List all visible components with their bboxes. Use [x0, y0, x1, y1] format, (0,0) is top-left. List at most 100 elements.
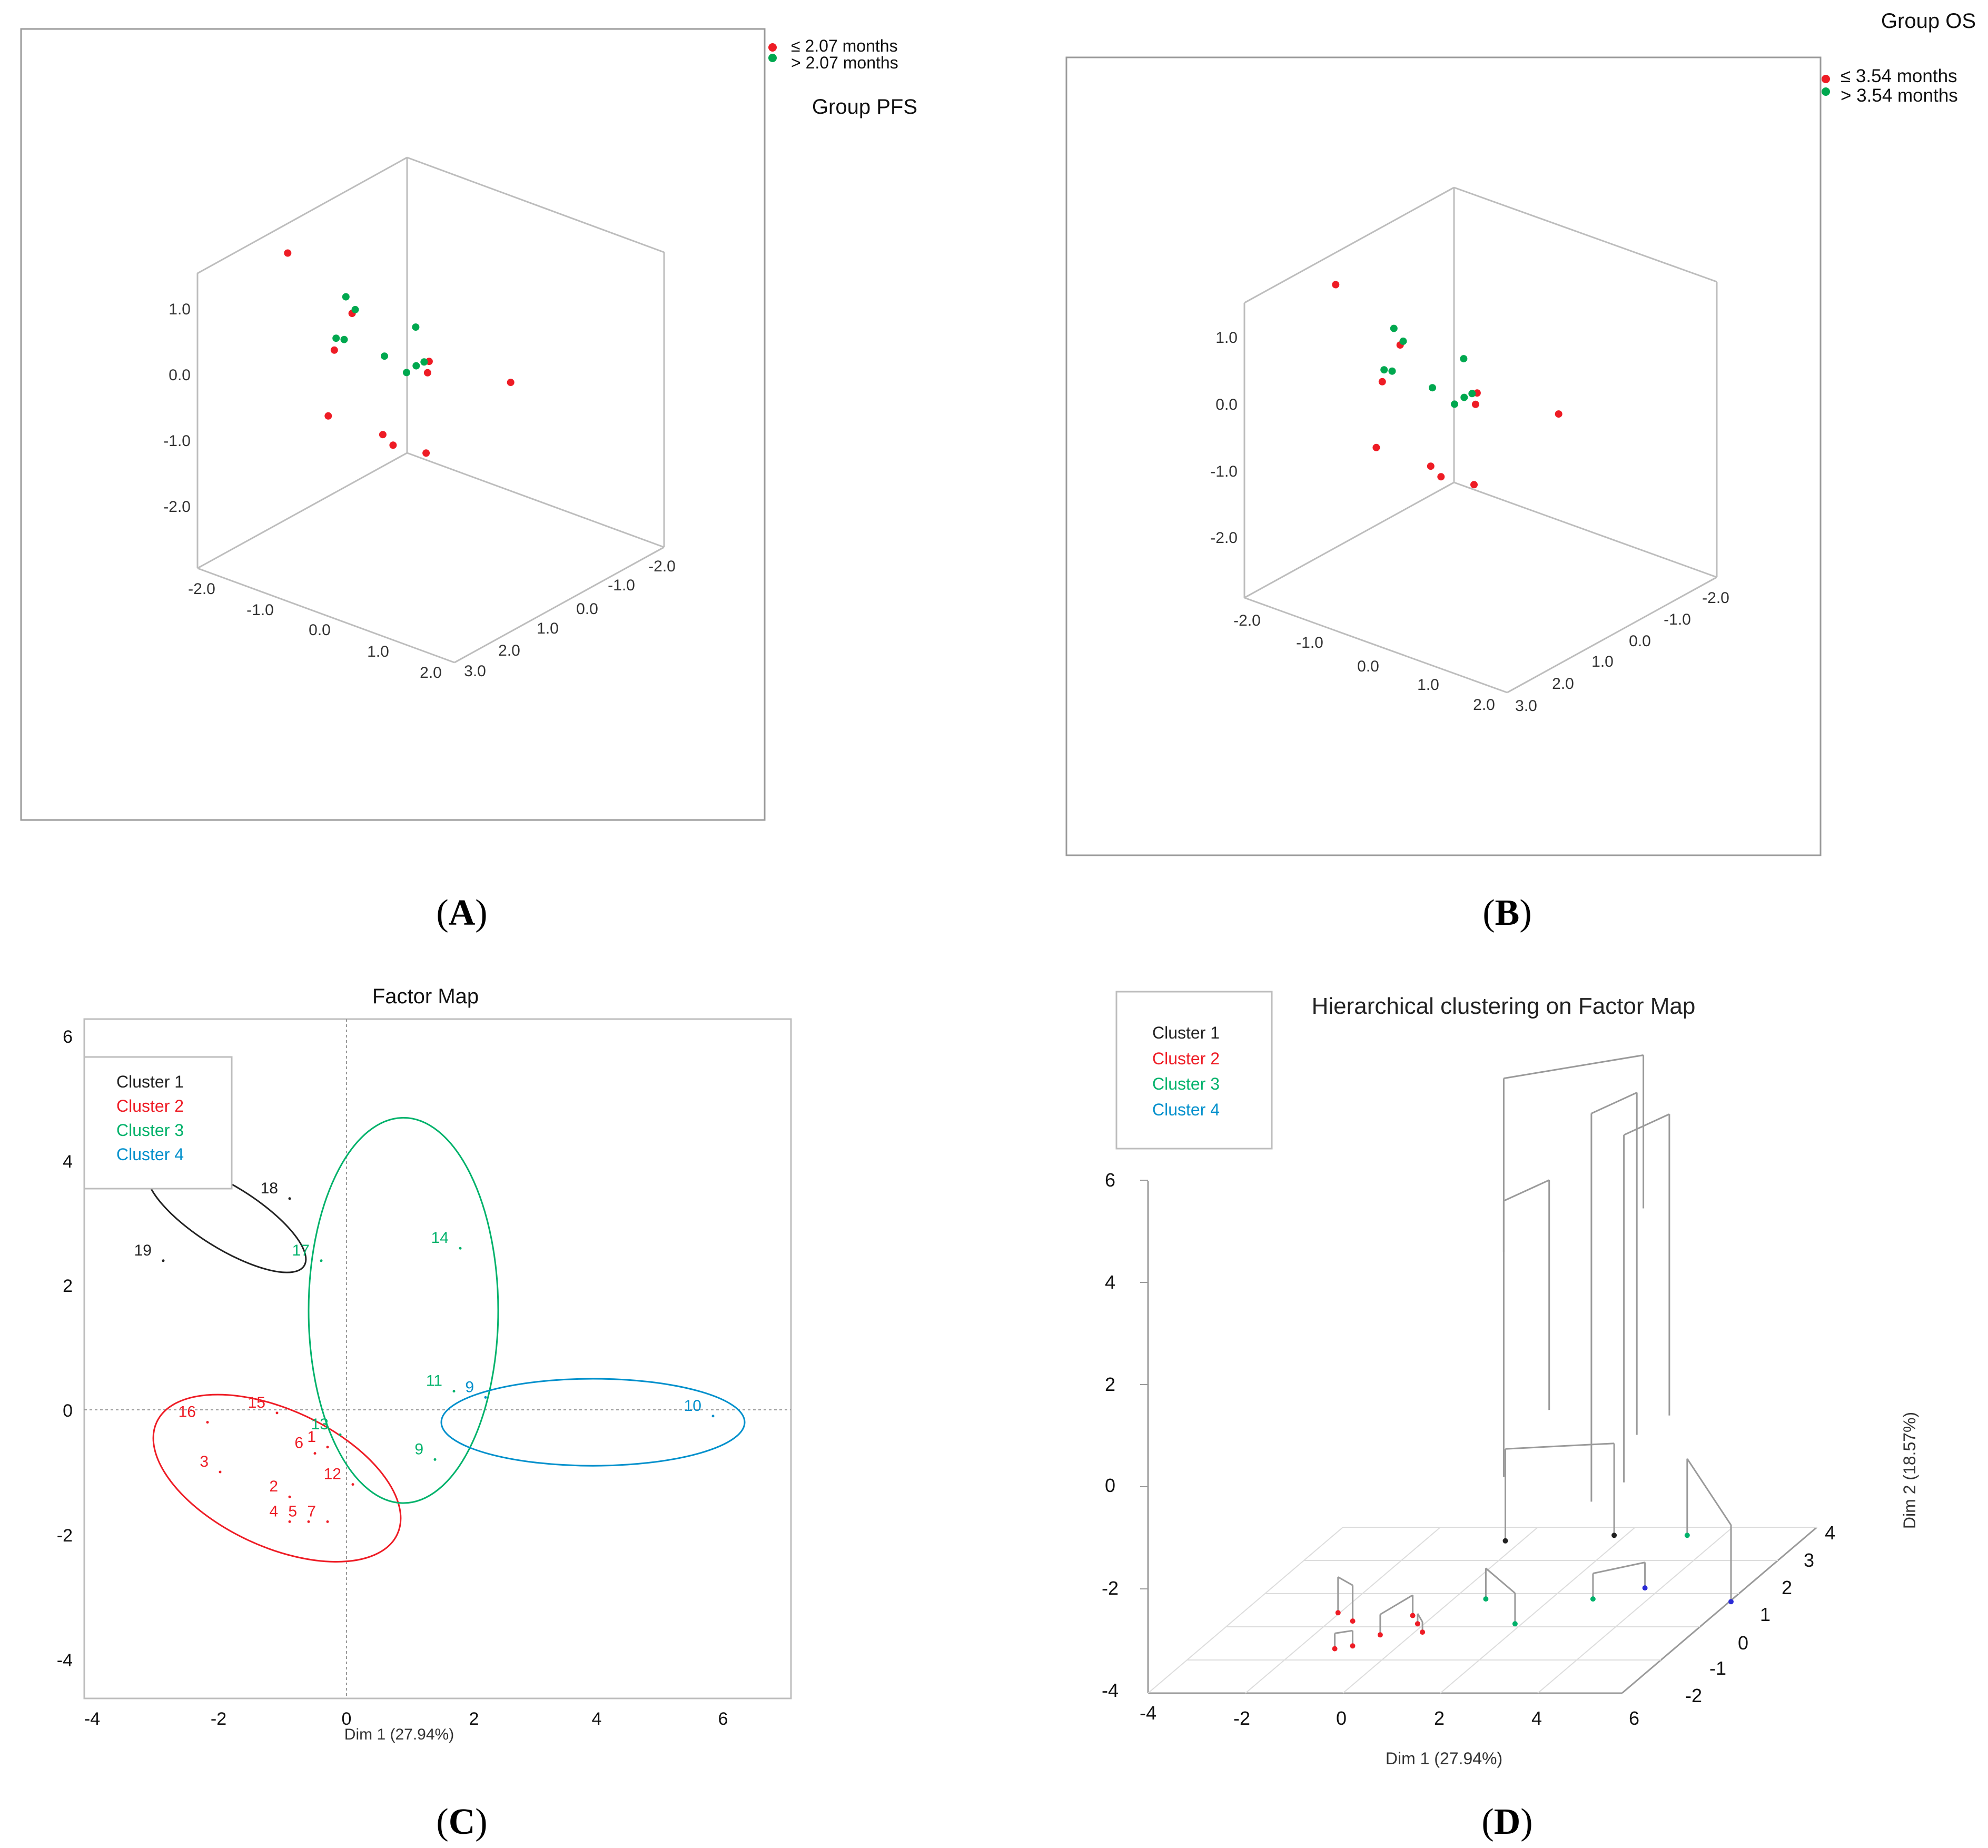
dendrogram-link [1505, 1442, 1615, 1450]
data-point [326, 1446, 329, 1449]
tick-label: -2.0 [188, 580, 215, 598]
point-short-survival [324, 412, 332, 420]
dendrogram-leaf [1415, 1621, 1420, 1627]
data-point [711, 1415, 715, 1418]
tick-label: 0.0 [1629, 633, 1651, 650]
panel-d-legend: Cluster 1 Cluster 2 Cluster 3 Cluster 4 [1152, 1023, 1220, 1119]
tick-label: 1.0 [367, 643, 389, 660]
panel-a-legend: ≤ 2.07 months > 2.07 months [768, 36, 898, 72]
data-point [219, 1470, 222, 1474]
dendrogram-leaf [1335, 1610, 1341, 1616]
panel-a-left-floor-ticks: -2.0 -1.0 0.0 1.0 2.0 [188, 580, 442, 681]
tick-label: 4 [63, 1152, 73, 1172]
point-label: 15 [248, 1394, 265, 1411]
dendrogram-link [1380, 1594, 1413, 1615]
dendrogram-leaf [1377, 1632, 1383, 1638]
panel-d-leaves [1332, 1533, 1734, 1652]
point-short-survival [379, 431, 387, 439]
tick-label: 0.0 [169, 367, 191, 384]
data-point [326, 1520, 329, 1523]
dendrogram-merge-link [1591, 1092, 1637, 1114]
tick-label: 2.0 [1473, 696, 1495, 714]
data-point [339, 1433, 342, 1436]
tick-label: 0.0 [1215, 396, 1238, 413]
legend-label: Cluster 2 [116, 1096, 184, 1115]
data-point [288, 1520, 291, 1523]
tick-label: -2 [211, 1709, 226, 1729]
panel-c-legend: Cluster 1 Cluster 2 Cluster 3 Cluster 4 [83, 1056, 233, 1190]
legend-label: > 2.07 months [791, 53, 898, 72]
point-label: 3 [200, 1453, 209, 1470]
panel-b-points [1332, 281, 1562, 489]
panel-a-right-floor-ticks: -2.0 -1.0 0.0 1.0 2.0 3.0 [464, 558, 676, 680]
panel-d-title: Hierarchical clustering on Factor Map [1312, 993, 1696, 1019]
point-short-survival [1471, 400, 1479, 408]
point-long-survival [420, 358, 428, 366]
panel-b-legend: ≤ 3.54 months > 3.54 months [1822, 66, 1958, 106]
tick-label: 3.0 [1515, 697, 1537, 715]
point-long-survival [1460, 355, 1468, 363]
point-long-survival [1429, 384, 1436, 392]
cluster-4-ellipse [440, 1378, 746, 1467]
point-short-survival [1372, 443, 1380, 451]
point-label: 18 [261, 1180, 278, 1197]
panel-d-height-tick-marks [1140, 1180, 1148, 1589]
tick-label: -4 [1102, 1679, 1119, 1701]
point-long-survival [1388, 367, 1396, 375]
legend-label: Cluster 2 [1152, 1049, 1220, 1068]
point-long-survival [1451, 400, 1458, 408]
point-short-survival [1470, 481, 1478, 489]
point-short-survival [1555, 410, 1562, 418]
panel-d: Cluster 1 Cluster 2 Cluster 3 Cluster 4 … [1102, 991, 1919, 1842]
tick-label: -2 [1685, 1685, 1702, 1706]
tick-label: -4 [1140, 1702, 1156, 1724]
panel-b-box-edges [1243, 186, 1718, 694]
point-label: 9 [414, 1440, 423, 1458]
point-long-survival [381, 352, 388, 360]
dendrogram-leaf [1502, 1538, 1508, 1544]
point-short-survival [422, 449, 430, 457]
panel-a-title: Group PFS [812, 95, 917, 118]
data-point [275, 1411, 279, 1415]
dendrogram-merge-link [1503, 1179, 1550, 1202]
tick-label: -1 [1709, 1657, 1726, 1679]
tick-label: 0.0 [1357, 658, 1379, 675]
legend-marker-green [768, 54, 777, 62]
tick-label: -2 [1102, 1577, 1119, 1599]
tick-label: 0 [342, 1709, 352, 1729]
point-short-survival [1427, 462, 1435, 470]
dendrogram-merge-link [1623, 1113, 1670, 1136]
panel-d-depth-ticks: 4 3 2 1 0 -1 -2 [1685, 1522, 1835, 1706]
tick-label: -2.0 [648, 558, 676, 575]
legend-marker-green [1822, 87, 1830, 96]
point-label: 14 [431, 1229, 449, 1247]
tick-label: -2.0 [1702, 589, 1729, 607]
tick-label: 2.0 [420, 664, 442, 681]
dendrogram-link [1593, 1562, 1645, 1575]
tick-label: -4 [57, 1651, 73, 1671]
tick-label: 1.0 [1215, 329, 1238, 347]
panel-c-y-ticks: 6 4 2 0 -2 -4 [57, 1027, 73, 1671]
dendrogram-leaf [1611, 1533, 1617, 1538]
dendrogram-link [1485, 1567, 1516, 1594]
point-long-survival [1460, 393, 1468, 401]
legend-label: ≤ 3.54 months [1841, 66, 1957, 86]
point-long-survival [1390, 324, 1398, 332]
tick-label: 0 [63, 1401, 73, 1421]
panel-a-box-edges [196, 156, 665, 664]
tick-label: 2 [1105, 1373, 1115, 1395]
dendrogram-leaf [1590, 1596, 1596, 1602]
point-long-survival [342, 293, 350, 301]
point-short-survival [330, 346, 338, 354]
panel-b-label: (B) [1482, 893, 1531, 933]
panel-b-frame [1065, 56, 1822, 856]
data-point [288, 1197, 291, 1200]
panel-d-floor-grid [1148, 1527, 1817, 1694]
legend-label: Cluster 3 [1152, 1074, 1220, 1093]
panel-c-x-ticks: -4 -2 0 2 4 6 [84, 1709, 728, 1729]
tick-label: -2.0 [1210, 529, 1238, 547]
panel-d-legend-box [1115, 991, 1273, 1150]
tick-label: 0 [1105, 1475, 1115, 1496]
tick-label: 1 [1760, 1604, 1771, 1625]
